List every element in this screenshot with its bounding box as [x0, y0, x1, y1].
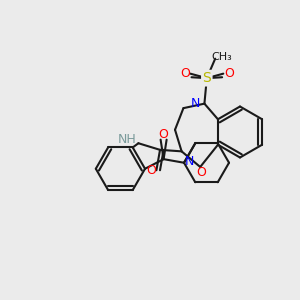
Text: O: O — [146, 164, 156, 177]
Text: O: O — [159, 128, 169, 141]
Text: O: O — [224, 67, 234, 80]
Text: CH₃: CH₃ — [212, 52, 232, 62]
Text: O: O — [196, 166, 206, 179]
Text: S: S — [202, 71, 211, 85]
Text: N: N — [185, 155, 194, 168]
Text: NH: NH — [118, 133, 137, 146]
Text: N: N — [190, 97, 200, 110]
Text: O: O — [180, 67, 190, 80]
